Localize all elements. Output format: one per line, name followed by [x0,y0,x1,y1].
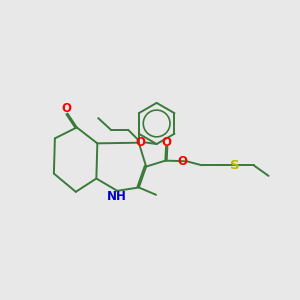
Text: O: O [178,155,188,168]
Text: NH: NH [107,190,127,203]
Text: O: O [61,102,71,116]
Text: O: O [136,136,146,149]
Text: O: O [161,136,171,148]
Text: S: S [230,159,240,172]
